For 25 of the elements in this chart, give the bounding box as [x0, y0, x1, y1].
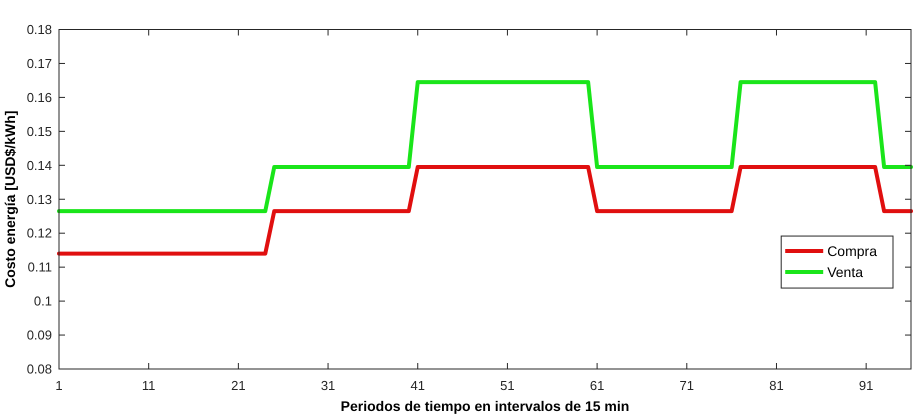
y-axis-title: Costo energía [USD$/kWh]: [2, 110, 18, 288]
legend-label: Compra: [827, 243, 878, 260]
x-tick-label: 61: [590, 378, 604, 393]
x-tick-label: 41: [410, 378, 425, 393]
y-tick-label: 0.09: [26, 328, 52, 343]
x-tick-label: 1: [55, 378, 63, 393]
y-tick-label: 0.16: [26, 90, 52, 105]
x-tick-label: 81: [769, 378, 784, 393]
y-tick-label: 0.15: [26, 124, 52, 139]
x-tick-label: 31: [320, 378, 336, 393]
x-tick-label: 51: [500, 378, 515, 393]
y-tick-label: 0.08: [26, 362, 52, 376]
y-tick-label: 0.18: [26, 22, 52, 37]
y-tick-label: 0.17: [26, 56, 52, 71]
x-axis-title: Periodos de tiempo en intervalos de 15 min: [340, 398, 630, 414]
y-tick-label: 0.1: [34, 294, 52, 309]
legend-label: Venta: [827, 264, 864, 280]
x-tick-label: 21: [231, 378, 246, 393]
y-tick-label: 0.14: [26, 158, 52, 173]
y-tick-label: 0.13: [26, 192, 52, 207]
y-tick-label: 0.11: [28, 260, 52, 275]
y-tick-label: 0.12: [26, 226, 52, 241]
x-tick-label: 91: [858, 378, 874, 393]
x-tick-label: 71: [680, 378, 694, 393]
x-tick-label: 11: [142, 378, 156, 393]
